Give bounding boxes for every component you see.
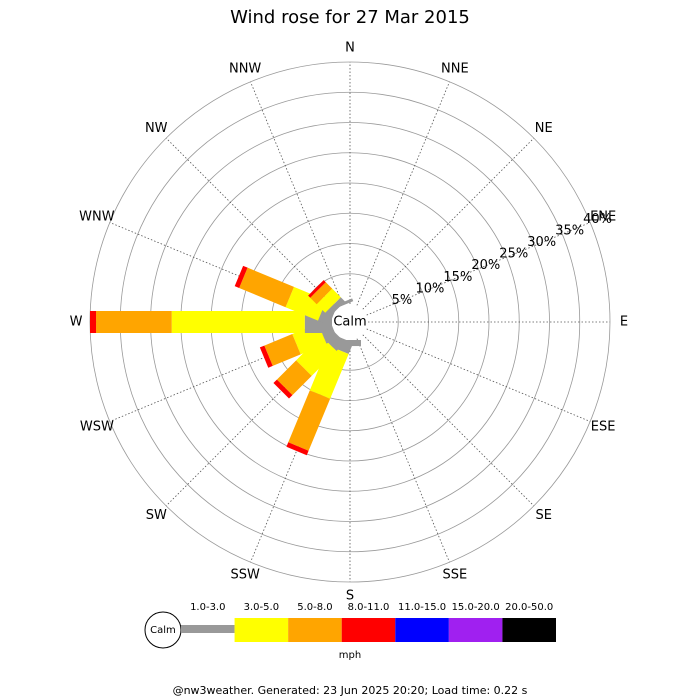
chart-title: Wind rose for 27 Mar 2015 (230, 7, 470, 28)
legend-label: 1.0-3.0 (190, 602, 225, 613)
r-tick-label: 20% (471, 258, 500, 273)
direction-label: SSE (442, 568, 467, 583)
legend-swatch (341, 618, 396, 642)
bar-segment (234, 265, 248, 288)
legend-label: 15.0-20.0 (452, 602, 500, 613)
legend-label: 3.0-5.0 (244, 602, 279, 613)
calm-label: Calm (333, 315, 366, 330)
bar-segment (264, 334, 301, 366)
direction-label: NE (535, 121, 553, 136)
direction-label: ESE (591, 419, 616, 434)
r-tick-label: 25% (499, 247, 528, 262)
r-tick-label: 30% (527, 235, 556, 250)
legend-swatch (234, 618, 289, 642)
bar-segment (286, 442, 309, 456)
bar-segment (259, 345, 273, 368)
r-tick-label: 40% (583, 212, 612, 227)
bar-segment (239, 267, 294, 308)
direction-label: E (620, 315, 628, 330)
direction-label: ENE (590, 210, 616, 225)
direction-label: WSW (80, 419, 114, 434)
bar-segment (90, 311, 97, 333)
legend-label: 11.0-15.0 (398, 602, 446, 613)
r-tick-label: 35% (555, 224, 584, 239)
direction-label: S (346, 589, 354, 604)
direction-label: W (70, 315, 83, 330)
legend-swatch (181, 625, 235, 633)
direction-label: WNW (79, 210, 115, 225)
legend-label: 8.0-11.0 (348, 602, 390, 613)
bar-segment (273, 379, 293, 399)
bar-segment (316, 288, 341, 313)
legend-unit: mph (339, 650, 361, 661)
bar-segment (310, 282, 333, 305)
legend-label: 20.0-50.0 (505, 602, 553, 613)
bar-segment (171, 311, 305, 333)
bar-segment (309, 345, 349, 399)
direction-label: SW (146, 508, 167, 523)
r-tick-label: 15% (443, 270, 472, 285)
r-tick-label: 10% (415, 281, 444, 296)
footer: @nw3weather. Generated: 23 Jun 2025 20:2… (173, 684, 528, 697)
bar-segment (276, 360, 312, 396)
legend-calm-label: Calm (150, 625, 176, 636)
direction-label: NNE (441, 61, 469, 76)
bar-segment (308, 280, 326, 298)
direction-label: NNW (229, 61, 261, 76)
bar-segment (288, 390, 331, 451)
bar-segment (285, 286, 327, 321)
direction-label: SSW (230, 568, 260, 583)
legend-swatch (288, 618, 342, 642)
direction-label: NW (145, 121, 168, 136)
bar-segment (331, 298, 354, 310)
r-tick-label: 5% (392, 293, 413, 308)
calm-circle (332, 304, 368, 340)
legend-label: 5.0-8.0 (297, 602, 332, 613)
bar-segment (296, 335, 337, 376)
legend-swatch (448, 618, 503, 642)
direction-label: N (345, 41, 355, 56)
direction-label: SE (536, 508, 552, 523)
legend-swatch (502, 618, 556, 642)
legend-swatch (395, 618, 449, 642)
bar-segment (96, 311, 172, 333)
